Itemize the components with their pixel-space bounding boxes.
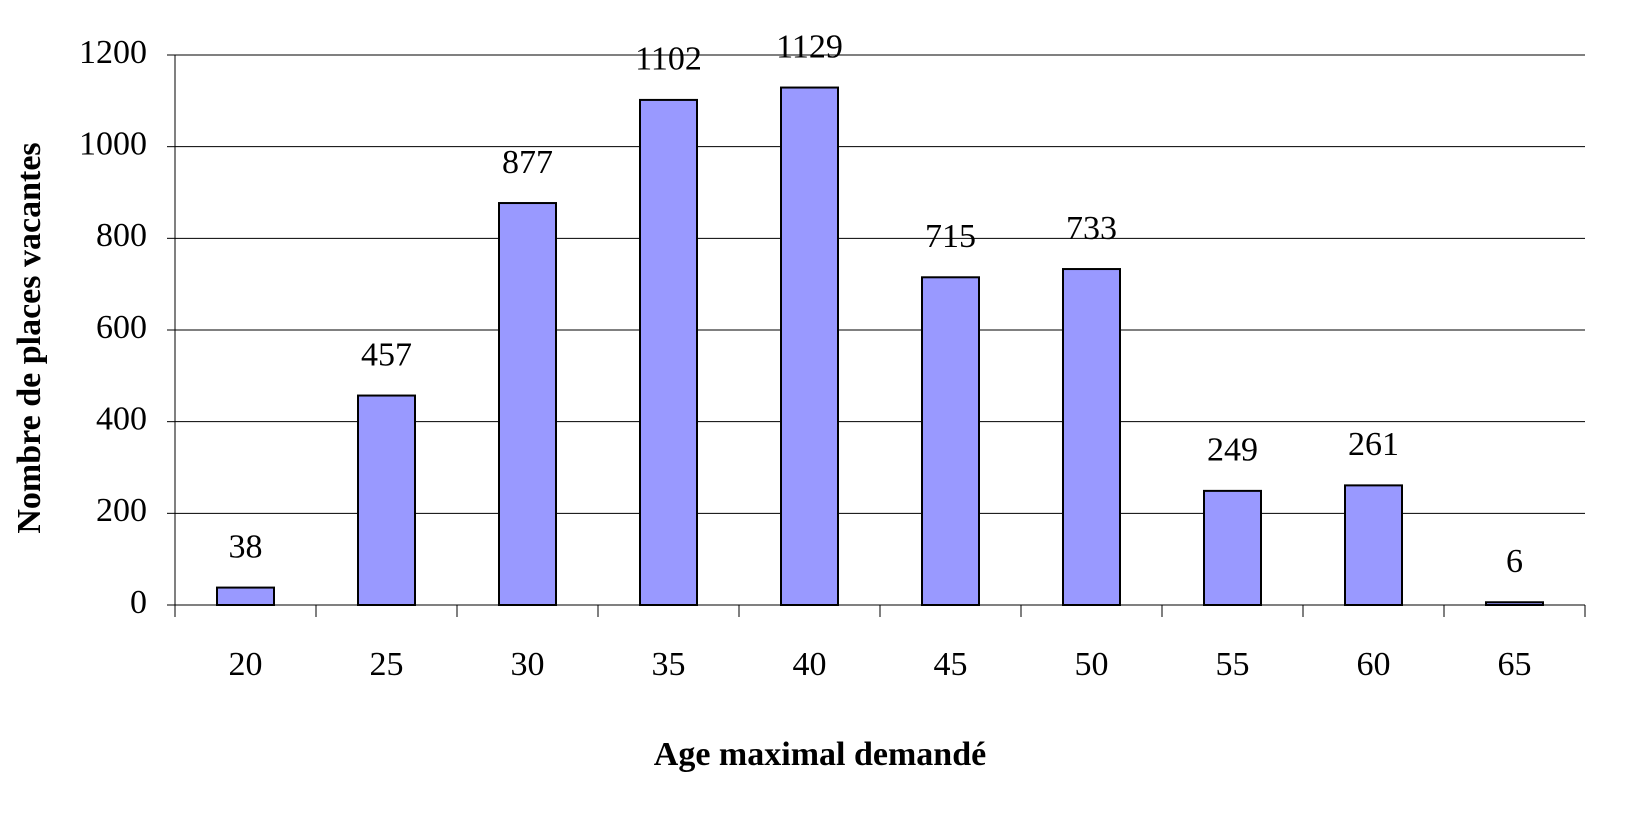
x-tick-label: 45: [934, 646, 968, 683]
y-tick-label: 800: [96, 217, 147, 254]
x-tick-label: 20: [229, 646, 263, 683]
bar: [357, 394, 416, 606]
data-label: 1129: [776, 28, 843, 65]
bar: [1485, 601, 1544, 606]
data-label: 38: [229, 528, 263, 565]
y-tick-label: 200: [96, 492, 147, 529]
y-axis-title: Nombre de places vacantes: [11, 142, 48, 533]
bar: [921, 276, 980, 606]
x-tick-label: 40: [793, 646, 827, 683]
data-label: 733: [1066, 210, 1117, 247]
bar: [216, 586, 275, 606]
y-tick-label: 600: [96, 309, 147, 346]
bar: [1203, 489, 1262, 606]
data-label: 1102: [635, 41, 702, 78]
x-tick-label: 50: [1075, 646, 1109, 683]
data-label: 249: [1207, 432, 1258, 469]
x-tick-label: 60: [1357, 646, 1391, 683]
bar: [1344, 484, 1403, 606]
y-tick-label: 1200: [79, 34, 147, 71]
data-label: 261: [1348, 426, 1399, 463]
bar: [639, 98, 698, 607]
bar: [1062, 268, 1121, 606]
x-tick-label: 55: [1216, 646, 1250, 683]
x-tick-label: 65: [1498, 646, 1532, 683]
data-label: 457: [361, 336, 412, 373]
data-label: 877: [502, 144, 553, 181]
x-tick-label: 35: [652, 646, 686, 683]
data-label: 6: [1506, 543, 1523, 580]
x-tick-label: 30: [511, 646, 545, 683]
y-tick-label: 0: [130, 584, 147, 621]
x-tick-label: 25: [370, 646, 404, 683]
y-tick-label: 1000: [79, 125, 147, 162]
bar: [780, 86, 839, 606]
data-label: 715: [925, 218, 976, 255]
x-axis-title: Age maximal demandé: [654, 736, 986, 773]
bar: [498, 202, 557, 607]
y-tick-label: 400: [96, 400, 147, 437]
